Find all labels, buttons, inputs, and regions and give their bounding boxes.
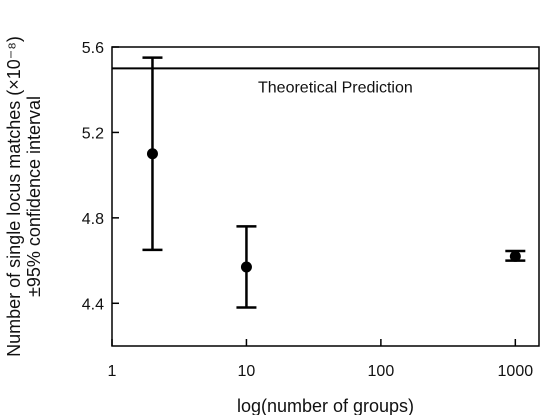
- data-point: [146, 148, 158, 160]
- data-point: [240, 261, 252, 273]
- x-axis-label: log(number of groups): [237, 396, 414, 415]
- data-points: [146, 148, 521, 273]
- plot-frame: [111, 46, 540, 347]
- data-point: [509, 250, 521, 262]
- plot-area: [111, 46, 540, 347]
- y-axis-ticks: 4.4 4.8 5.2 5.6: [82, 40, 119, 313]
- reference-line-label: Theoretical Prediction: [258, 79, 413, 96]
- y-axis-label: Number of single locus matches (×10⁻⁸): [4, 36, 24, 357]
- reference-line-group: Theoretical Prediction: [112, 67, 539, 96]
- x-axis-ticks: 1 10 100 1000: [108, 339, 534, 380]
- y-tick-label: 4.8: [82, 211, 104, 228]
- y-tick-label: 5.6: [82, 40, 104, 57]
- y-tick-label: 5.2: [82, 125, 104, 142]
- y-tick-label: 4.4: [82, 296, 104, 313]
- x-tick-label: 100: [368, 363, 395, 380]
- x-tick-label: 1: [108, 363, 117, 380]
- y-axis-label-secondary: ±95% confidence interval: [24, 96, 44, 297]
- x-tick-label: 10: [238, 363, 256, 380]
- x-tick-label: 1000: [498, 363, 534, 380]
